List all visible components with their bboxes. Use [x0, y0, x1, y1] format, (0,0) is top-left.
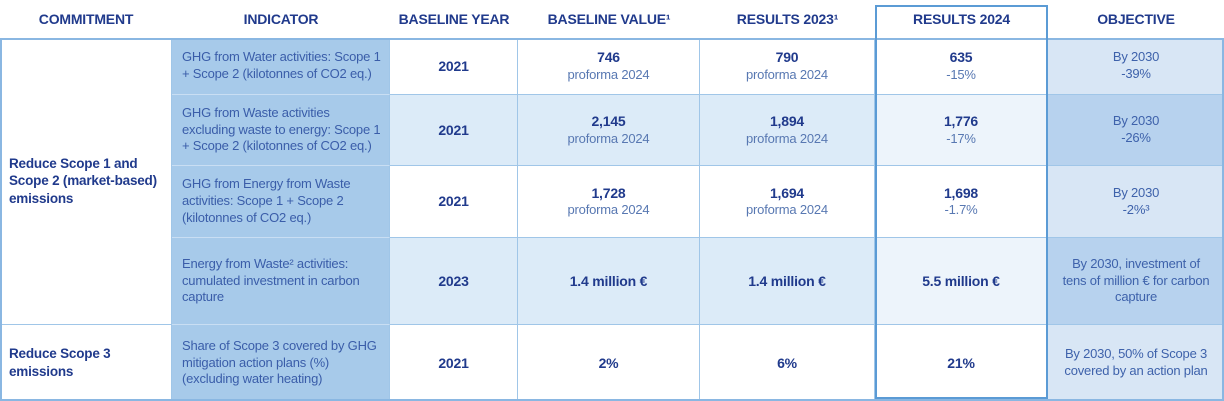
results-2024-value: 1,776 — [943, 113, 979, 130]
baseline-year-value: 2021 — [438, 354, 469, 371]
results-2024-value: 21% — [947, 354, 975, 371]
indicator-text: Share of Scope 3 covered by GHG mitigati… — [182, 337, 377, 387]
baseline-year-cell: 2021 — [390, 38, 518, 95]
baseline-value-cell: 2,145 proforma 2024 — [518, 95, 700, 166]
objective-line: By 2030, investment of tens of million €… — [1062, 255, 1210, 305]
baseline-year-value: 2021 — [438, 193, 469, 210]
results-2023-value: 1.4 million € — [748, 272, 826, 289]
results-2024-cell: 5.5 million € — [875, 238, 1048, 325]
results-2024-note: -15% — [946, 66, 976, 82]
results-2024-cell: 1,698 -1.7% — [875, 166, 1048, 238]
baseline-value-cell: 1,728 proforma 2024 — [518, 166, 700, 238]
baseline-value-cell: 746 proforma 2024 — [518, 38, 700, 95]
indicator-cell: GHG from Waste activities excluding wast… — [172, 95, 390, 166]
results-2023-value: 6% — [777, 354, 797, 371]
baseline-year-cell: 2021 — [390, 166, 518, 238]
indicator-text: Energy from Waste² activities: cumulated… — [182, 255, 360, 305]
column-header-objective: OBJECTIVE — [1097, 11, 1175, 27]
baseline-year-cell: 2023 — [390, 238, 518, 325]
results-2024-cell: 635 -15% — [875, 38, 1048, 95]
baseline-year-value: 2021 — [438, 121, 469, 138]
results-2023-cell: 1,894 proforma 2024 — [700, 95, 875, 166]
baseline-value-note: proforma 2024 — [567, 130, 650, 146]
baseline-year-cell: 2021 — [390, 325, 518, 401]
indicator-cell: GHG from Energy from Waste activities: S… — [172, 166, 390, 238]
indicator-cell: GHG from Water activities: Scope 1 + Sco… — [172, 38, 390, 95]
baseline-year-value: 2023 — [438, 272, 469, 289]
indicator-text: GHG from Waste activities excluding wast… — [182, 104, 381, 154]
results-2023-value: 790 — [775, 49, 799, 66]
objective-cell: By 2030 -26% — [1048, 95, 1224, 166]
indicator-text: GHG from Water activities: Scope 1 + Sco… — [182, 49, 381, 81]
baseline-value: 1,728 — [591, 184, 626, 201]
results-2023-note: proforma 2024 — [746, 66, 828, 82]
baseline-value-cell: 2% — [518, 325, 700, 401]
results-2024-note: -1.7% — [944, 202, 978, 218]
baseline-value: 2,145 — [591, 113, 626, 130]
results-2023-cell: 6% — [700, 325, 875, 401]
objective-line: By 2030 — [1112, 184, 1160, 200]
column-header-commitment: COMMITMENT — [38, 11, 134, 27]
objective-cell: By 2030, investment of tens of million €… — [1048, 238, 1224, 325]
objective-line: By 2030, 50% of Scope 3 covered by an ac… — [1064, 346, 1208, 378]
commitment-scope1-2-label: Reduce Scope 1 and Scope 2 (market-based… — [9, 155, 157, 206]
objective-line: -2%³ — [1122, 201, 1150, 217]
baseline-year-cell: 2021 — [390, 95, 518, 166]
results-2024-note: -17% — [946, 130, 976, 146]
indicator-text: GHG from Energy from Waste activities: S… — [182, 176, 351, 225]
baseline-value-note: proforma 2024 — [567, 66, 650, 82]
baseline-value: 2% — [598, 354, 619, 371]
objective-line: By 2030 — [1112, 113, 1160, 129]
indicator-cell: Energy from Waste² activities: cumulated… — [172, 238, 390, 325]
objective-cell: By 2030 -39% — [1048, 38, 1224, 95]
column-header-baseline-value: BASELINE VALUE¹ — [547, 11, 671, 27]
results-2023-cell: 1,694 proforma 2024 — [700, 166, 875, 238]
results-2023-value: 1,694 — [769, 184, 805, 201]
results-2023-cell: 790 proforma 2024 — [700, 38, 875, 95]
objective-cell: By 2030 -2%³ — [1048, 166, 1224, 238]
objective-line: By 2030 — [1112, 49, 1160, 65]
objective-cell: By 2030, 50% of Scope 3 covered by an ac… — [1048, 325, 1224, 401]
objective-line: -39% — [1121, 66, 1151, 81]
results-2023-note: proforma 2024 — [746, 202, 828, 218]
indicator-cell: Share of Scope 3 covered by GHG mitigati… — [172, 325, 390, 401]
results-2023-value: 1,894 — [769, 113, 805, 130]
commitment-scope3-label: Reduce Scope 3 emissions — [9, 346, 111, 379]
results-2023-cell: 1.4 million € — [700, 238, 875, 325]
column-header-results-2023: RESULTS 2023¹ — [736, 11, 839, 27]
results-2024-value: 5.5 million € — [922, 272, 1000, 289]
column-header-baseline-year: BASELINE YEAR — [398, 11, 510, 27]
baseline-value: 746 — [597, 49, 620, 66]
baseline-value-note: proforma 2024 — [567, 202, 650, 218]
results-2024-value: 1,698 — [943, 184, 979, 201]
column-header-indicator: INDICATOR — [243, 11, 319, 27]
results-2024-cell: 1,776 -17% — [875, 95, 1048, 166]
column-header-results-2024: RESULTS 2024 — [913, 11, 1010, 27]
commitment-scope1-2-cell: Reduce Scope 1 and Scope 2 (market-based… — [0, 38, 172, 325]
commitment-scope3-cell: Reduce Scope 3 emissions — [0, 325, 172, 401]
results-2023-note: proforma 2024 — [746, 130, 828, 146]
results-2024-cell: 21% — [875, 325, 1048, 401]
baseline-year-value: 2021 — [438, 57, 469, 74]
baseline-value-cell: 1.4 million € — [518, 238, 700, 325]
baseline-value: 1.4 million € — [569, 272, 648, 289]
objective-line: -26% — [1121, 130, 1151, 145]
results-2024-value: 635 — [949, 49, 973, 66]
